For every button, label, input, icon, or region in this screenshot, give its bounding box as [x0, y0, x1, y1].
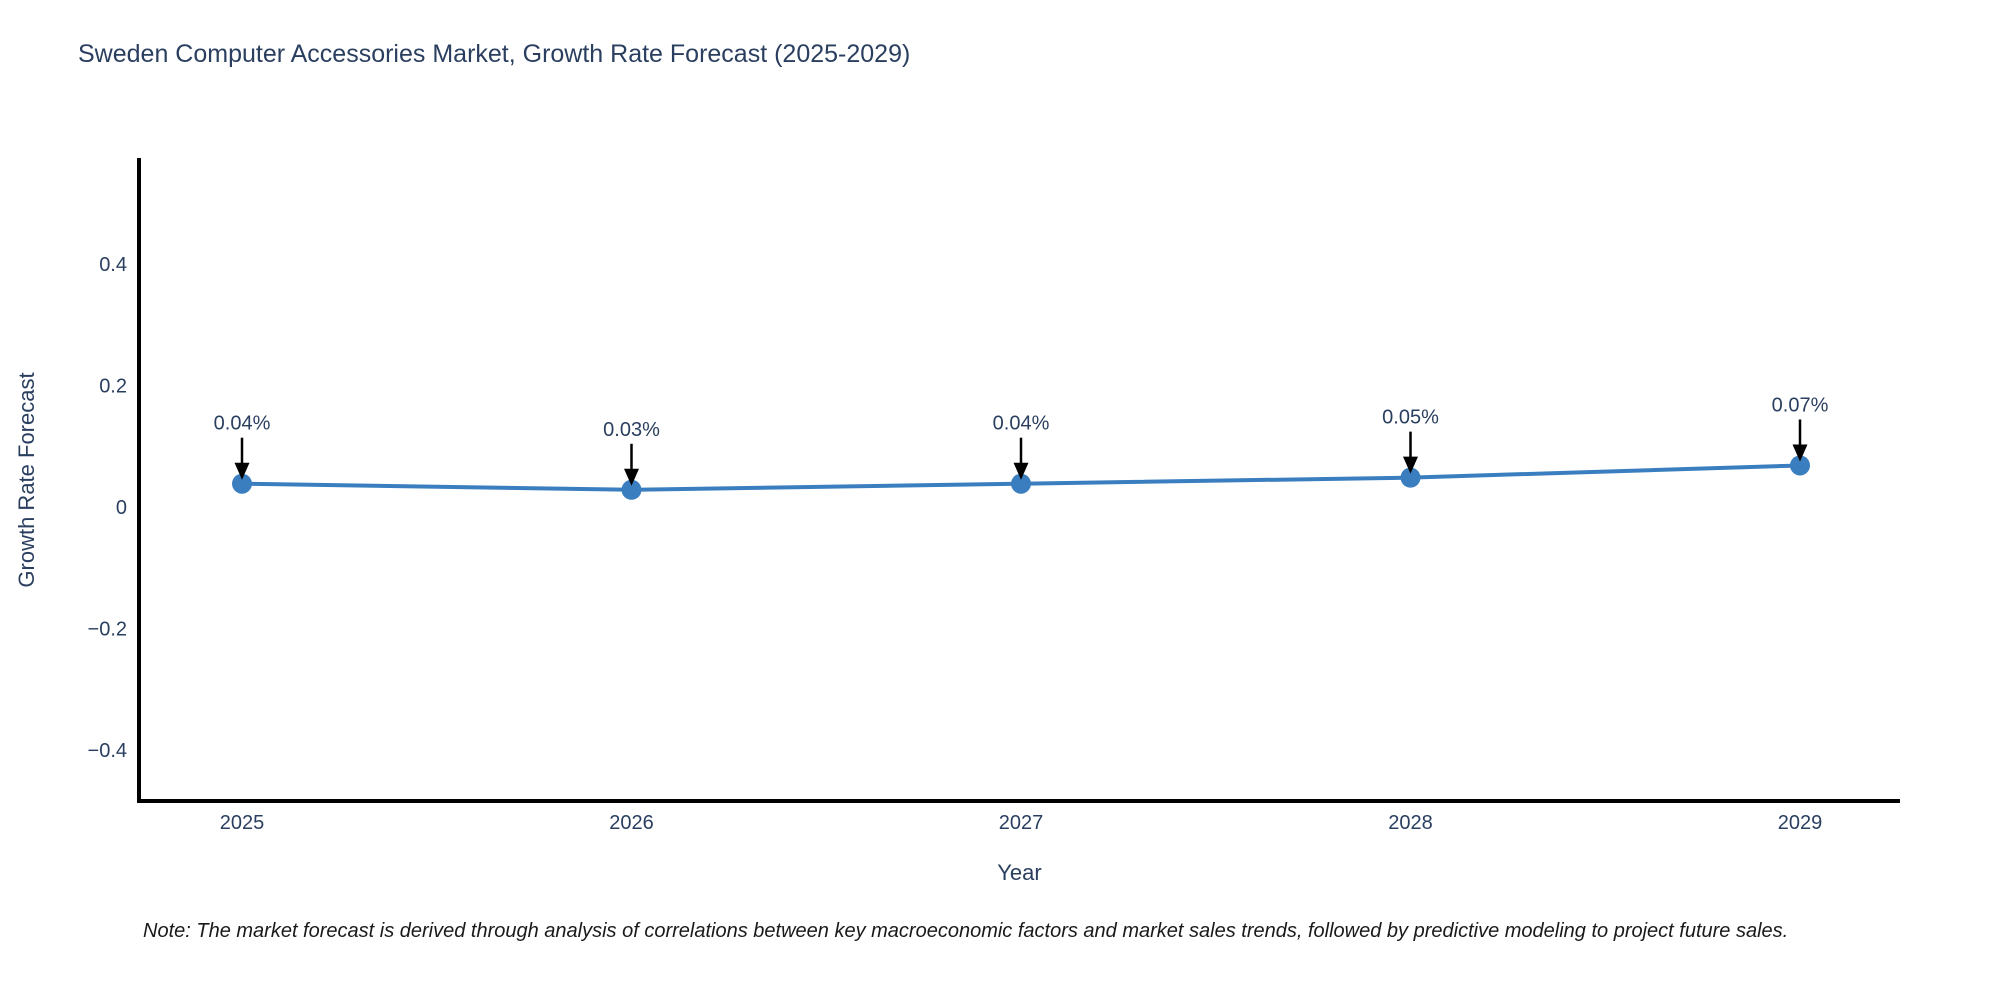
y-tick-label: 0 [116, 497, 127, 519]
annotation-label-2029: 0.07% [1772, 394, 1829, 416]
annotation-label-2025: 0.04% [214, 413, 271, 435]
data-point-2029[interactable] [1790, 455, 1810, 476]
annotation-arrowhead-icon [1403, 456, 1418, 474]
x-tick-label: 2029 [1778, 812, 1823, 834]
x-tick-label: 2025 [220, 812, 265, 834]
x-tick-label: 2026 [609, 812, 654, 834]
x-tick-label: 2027 [999, 812, 1044, 834]
annotation-label-2026: 0.03% [603, 419, 660, 441]
x-axis-title: Year [997, 860, 1042, 885]
note-text: Note: The market forecast is derived thr… [143, 920, 1789, 942]
y-axis-title: Growth Rate Forecast [14, 372, 39, 588]
data-point-2025[interactable] [232, 473, 252, 494]
annotation-arrowhead-icon [1792, 444, 1808, 462]
y-tick-label: 0.2 [99, 376, 127, 398]
data-point-2028[interactable] [1400, 467, 1421, 488]
data-point-2027[interactable] [1011, 473, 1031, 494]
y-tick-label: 0.4 [99, 254, 127, 276]
annotation-arrowhead-icon [234, 462, 250, 480]
data-point-2026[interactable] [621, 479, 642, 500]
annotation-label-2028: 0.05% [1382, 407, 1439, 429]
x-tick-label: 2028 [1388, 812, 1433, 834]
chart-title: Sweden Computer Accessories Market, Grow… [78, 40, 911, 68]
annotation-arrowhead-icon [1013, 462, 1029, 480]
annotation-label-2027: 0.04% [993, 413, 1050, 435]
y-tick-label: −0.2 [88, 619, 127, 641]
y-tick-label: −0.4 [88, 740, 127, 762]
annotation-arrowhead-icon [624, 468, 639, 486]
